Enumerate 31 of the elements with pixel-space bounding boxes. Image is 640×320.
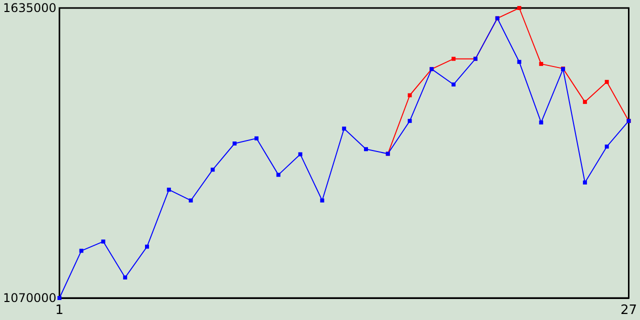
point [57, 296, 62, 300]
point [254, 136, 259, 140]
point [452, 56, 456, 61]
point [539, 62, 544, 66]
point [145, 244, 150, 249]
point [604, 144, 609, 149]
point [101, 240, 106, 244]
point [604, 80, 609, 84]
point [582, 180, 587, 185]
point [188, 198, 193, 202]
point [166, 188, 171, 192]
point [364, 147, 368, 152]
point [320, 198, 324, 202]
point [276, 172, 280, 177]
point [79, 248, 84, 253]
x-tick-label: 27 [620, 303, 637, 318]
point [517, 60, 522, 64]
y-tick-label: 1635000 [2, 1, 56, 15]
point [298, 152, 302, 156]
y-tick-label: 1070000 [2, 291, 56, 305]
point [408, 118, 412, 123]
point [539, 120, 544, 124]
point [232, 142, 237, 146]
point [408, 93, 412, 98]
point [452, 82, 456, 86]
point [582, 100, 587, 104]
x-tick-label: 1 [55, 303, 64, 318]
point [517, 6, 522, 10]
point [342, 126, 346, 131]
point [123, 275, 128, 280]
point [210, 168, 215, 172]
